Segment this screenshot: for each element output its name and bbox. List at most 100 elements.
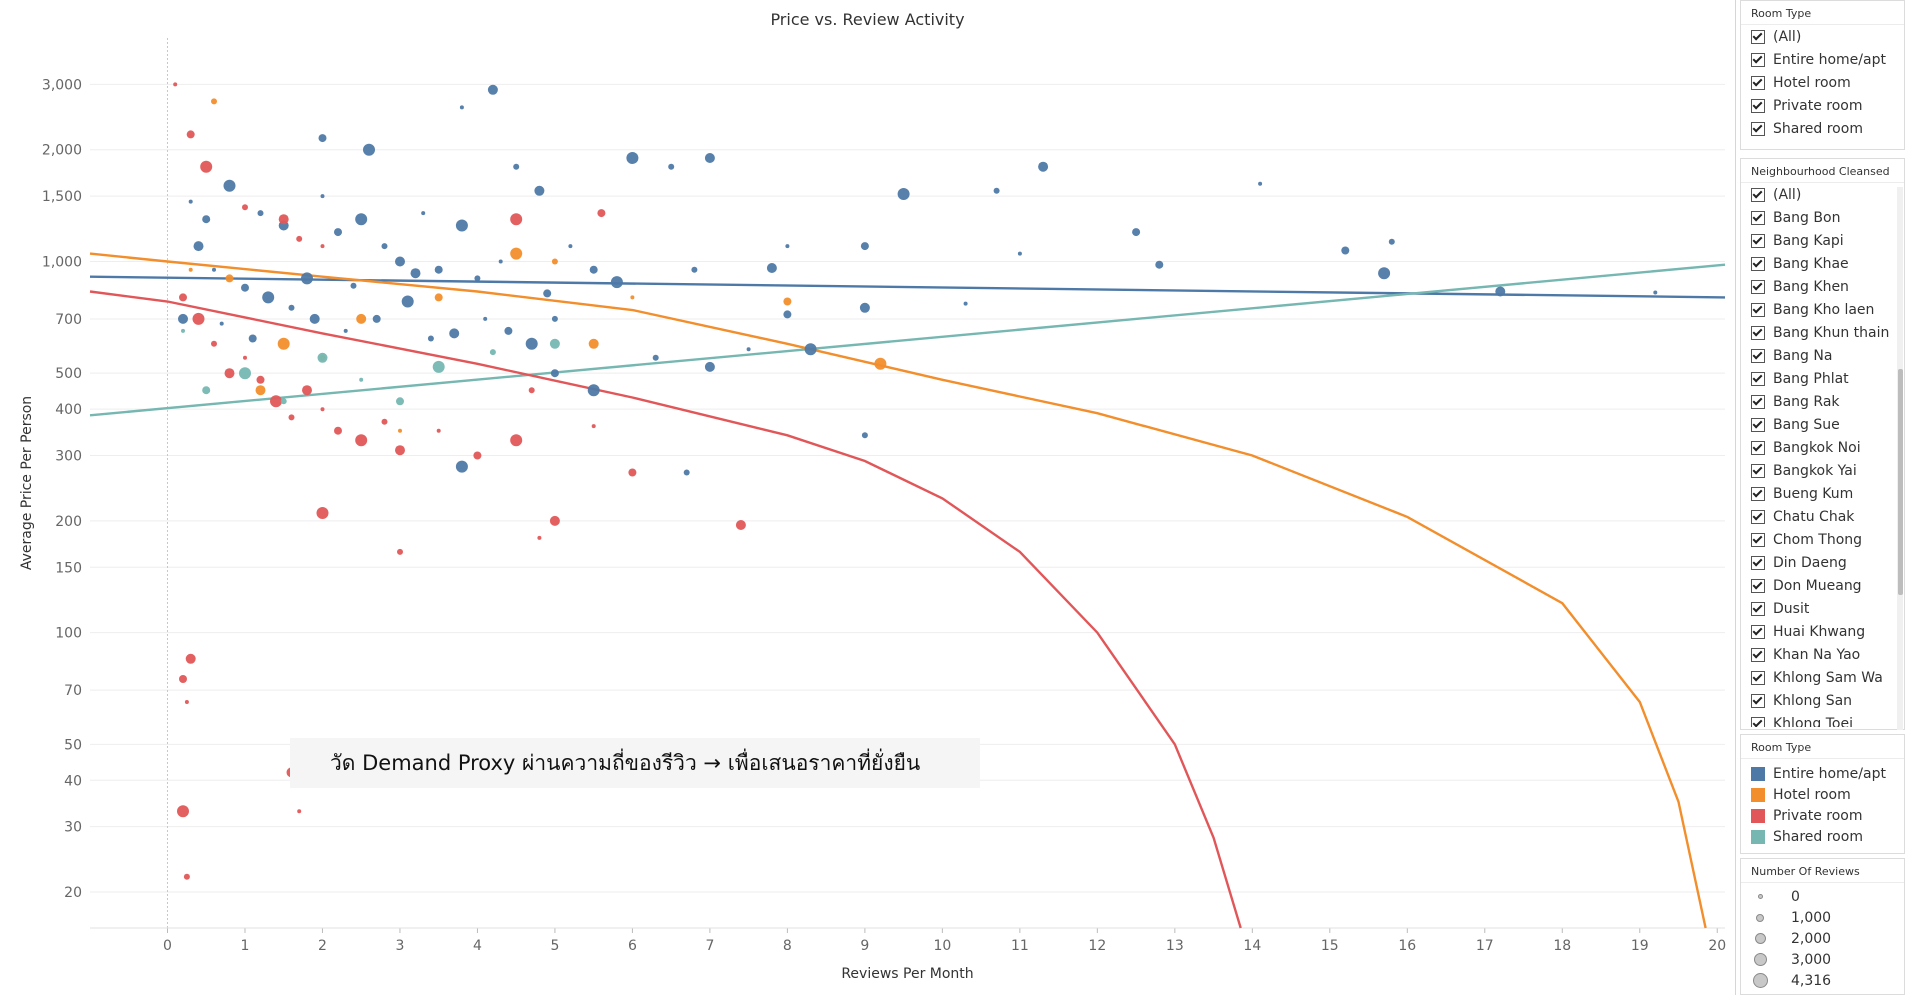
checkbox-checked-icon[interactable] — [1751, 440, 1765, 455]
neighbourhood-option-item[interactable]: (All) — [1741, 183, 1904, 206]
x-tick-label: 18 — [1553, 938, 1571, 954]
neighbourhood-option-label: Huai Khwang — [1773, 623, 1866, 640]
color-legend-item[interactable]: Entire home/apt — [1741, 763, 1904, 784]
checkbox-checked-icon[interactable] — [1751, 348, 1765, 363]
room-type-option-item[interactable]: Private room — [1741, 94, 1904, 117]
room-type-option-item[interactable]: Hotel room — [1741, 71, 1904, 94]
neighbourhood-option-item[interactable]: Khlong Sam Wa — [1741, 666, 1904, 689]
checkbox-checked-icon[interactable] — [1751, 210, 1765, 225]
neighbourhood-option-label: Bangkok Noi — [1773, 439, 1861, 456]
data-point — [188, 199, 193, 204]
annotation-text: วัด Demand Proxy ผ่านความถี่ของรีวิว → เ… — [330, 750, 921, 775]
neighbourhood-option-item[interactable]: Bang Phlat — [1741, 367, 1904, 390]
checkbox-checked-icon[interactable] — [1751, 670, 1765, 685]
room-type-option-item[interactable]: Entire home/apt — [1741, 48, 1904, 71]
checkbox-checked-icon[interactable] — [1751, 325, 1765, 340]
checkbox-checked-icon[interactable] — [1751, 52, 1765, 67]
data-point — [223, 179, 236, 192]
neighbourhood-option-item[interactable]: Din Daeng — [1741, 551, 1904, 574]
checkbox-checked-icon[interactable] — [1751, 486, 1765, 501]
checkbox-checked-icon[interactable] — [1751, 463, 1765, 478]
checkbox-checked-icon[interactable] — [1751, 578, 1765, 593]
data-point — [489, 349, 496, 356]
neighbourhood-option-item[interactable]: Bang Bon — [1741, 206, 1904, 229]
data-point — [280, 398, 287, 405]
neighbourhood-option-item[interactable]: Bang Sue — [1741, 413, 1904, 436]
room-type-option-item[interactable]: (All) — [1741, 25, 1904, 48]
checkbox-checked-icon[interactable] — [1751, 187, 1765, 202]
neighbourhood-option-item[interactable]: Chatu Chak — [1741, 505, 1904, 528]
checkbox-checked-icon[interactable] — [1751, 417, 1765, 432]
checkbox-checked-icon[interactable] — [1751, 302, 1765, 317]
checkbox-checked-icon[interactable] — [1751, 693, 1765, 708]
checkbox-checked-icon[interactable] — [1751, 716, 1765, 727]
neighbourhood-option-item[interactable]: Bang Khun thain — [1741, 321, 1904, 344]
neighbourhood-option-item[interactable]: Huai Khwang — [1741, 620, 1904, 643]
room-type-option-item[interactable]: Shared room — [1741, 117, 1904, 140]
color-legend-item[interactable]: Hotel room — [1741, 784, 1904, 805]
checkbox-checked-icon[interactable] — [1751, 509, 1765, 524]
checkbox-checked-icon[interactable] — [1751, 29, 1765, 44]
data-point — [381, 243, 388, 250]
neighbourhood-option-item[interactable]: Khlong San — [1741, 689, 1904, 712]
neighbourhood-option-item[interactable]: Bang Rak — [1741, 390, 1904, 413]
scrollbar-thumb[interactable] — [1898, 369, 1903, 595]
neighbourhood-option-item[interactable]: Chom Thong — [1741, 528, 1904, 551]
data-point — [398, 428, 402, 433]
neighbourhood-option-item[interactable]: Don Mueang — [1741, 574, 1904, 597]
neighbourhood-option-item[interactable]: Bangkok Noi — [1741, 436, 1904, 459]
color-legend-item[interactable]: Shared room — [1741, 826, 1904, 847]
color-swatch — [1751, 829, 1765, 844]
size-legend-title: Number Of Reviews — [1741, 859, 1904, 883]
data-point — [459, 105, 464, 110]
data-point — [320, 244, 325, 249]
color-legend-label: Entire home/apt — [1773, 765, 1886, 782]
scatter-plot[interactable]: 20304050701001502003004005007001,0001,50… — [0, 0, 1735, 995]
neighbourhood-option-item[interactable]: Bang Khae — [1741, 252, 1904, 275]
trend-line — [89, 252, 1707, 929]
color-legend-list: Entire home/apt Hotel room Private room Sha… — [1741, 759, 1904, 847]
checkbox-checked-icon[interactable] — [1751, 555, 1765, 570]
checkbox-checked-icon[interactable] — [1751, 532, 1765, 547]
neighbourhood-option-item[interactable]: Khlong Toei — [1741, 712, 1904, 727]
checkbox-checked-icon[interactable] — [1751, 256, 1765, 271]
neighbourhood-filter-list[interactable]: (All) Bang Bon Bang Kapi Bang Khae Bang Khen… — [1741, 183, 1904, 727]
checkbox-checked-icon[interactable] — [1751, 647, 1765, 662]
neighbourhood-option-label: Khlong Sam Wa — [1773, 669, 1883, 686]
data-point — [1038, 161, 1049, 172]
checkbox-checked-icon[interactable] — [1751, 279, 1765, 294]
y-tick-label: 700 — [55, 312, 82, 328]
checkbox-checked-icon[interactable] — [1751, 233, 1765, 248]
neighbourhood-option-item[interactable]: Bang Kho laen — [1741, 298, 1904, 321]
data-point — [1653, 290, 1658, 295]
data-point — [683, 469, 690, 476]
checkbox-checked-icon[interactable] — [1751, 371, 1765, 386]
room-type-option-label: Hotel room — [1773, 74, 1851, 91]
checkbox-checked-icon[interactable] — [1751, 75, 1765, 90]
data-point — [256, 375, 265, 384]
x-axis-title: Reviews Per Month — [841, 966, 973, 982]
neighbourhood-option-item[interactable]: Khan Na Yao — [1741, 643, 1904, 666]
color-swatch — [1751, 808, 1765, 823]
data-point — [1378, 267, 1391, 280]
checkbox-checked-icon[interactable] — [1751, 601, 1765, 616]
data-point — [241, 283, 249, 292]
data-point — [537, 535, 542, 540]
y-tick-label: 30 — [64, 820, 82, 836]
neighbourhood-option-item[interactable]: Bangkok Yai — [1741, 459, 1904, 482]
neighbourhood-option-item[interactable]: Bueng Kum — [1741, 482, 1904, 505]
data-point — [309, 313, 320, 324]
checkbox-checked-icon[interactable] — [1751, 98, 1765, 113]
y-tick-label: 1,000 — [42, 254, 82, 270]
neighbourhood-option-item[interactable]: Bang Kapi — [1741, 229, 1904, 252]
neighbourhood-option-item[interactable]: Dusit — [1741, 597, 1904, 620]
neighbourhood-option-item[interactable]: Bang Na — [1741, 344, 1904, 367]
color-legend-item[interactable]: Private room — [1741, 805, 1904, 826]
checkbox-checked-icon[interactable] — [1751, 394, 1765, 409]
neighbourhood-option-label: Bang Kho laen — [1773, 301, 1875, 318]
checkbox-checked-icon[interactable] — [1751, 624, 1765, 639]
checkbox-checked-icon[interactable] — [1751, 121, 1765, 136]
neighbourhood-filter-title: Neighbourhood Cleansed — [1741, 159, 1904, 183]
neighbourhood-option-item[interactable]: Bang Khen — [1741, 275, 1904, 298]
data-point — [963, 301, 968, 306]
